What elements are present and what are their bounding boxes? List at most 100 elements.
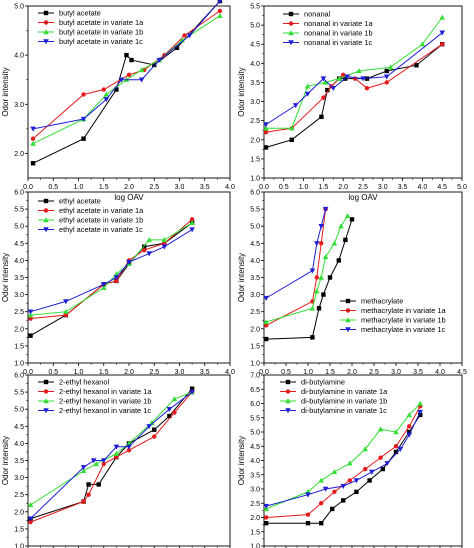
legend-marker: [345, 327, 351, 333]
data-point: [189, 227, 195, 233]
data-point: [28, 519, 33, 525]
data-point: [189, 389, 195, 395]
legend-entry: nonanal: [304, 10, 331, 19]
data-point: [263, 295, 269, 301]
series-2: [264, 404, 423, 520]
data-point: [152, 434, 157, 439]
plot-frame: [263, 191, 463, 364]
x-tick-label: 1.0: [74, 184, 84, 191]
data-point: [393, 444, 399, 449]
data-point: [341, 72, 346, 78]
y-tick-label: 3.0: [250, 292, 260, 299]
data-point: [141, 244, 147, 249]
data-point: [319, 241, 324, 246]
y-tick-label: 1.0: [14, 544, 24, 548]
y-axis-label: Odor intensity: [1, 253, 10, 302]
x-tick-label: 2.5: [149, 369, 159, 376]
y-tick-label: 3.0: [250, 487, 260, 494]
data-point: [80, 467, 87, 473]
legend-entry: nonanal in variate 1c: [304, 38, 373, 47]
data-point: [186, 33, 193, 39]
legend-marker: [285, 389, 291, 394]
y-tick-label: 5.0: [14, 4, 24, 11]
data-point: [63, 312, 69, 318]
y-axis-label: Odor intensity: [237, 253, 246, 302]
data-point: [393, 429, 399, 435]
legend-marker: [288, 30, 294, 36]
series-line: [32, 15, 221, 145]
data-point: [161, 244, 168, 250]
series-4: [263, 30, 445, 128]
data-point: [331, 469, 338, 475]
data-point: [171, 396, 178, 402]
data-point: [100, 458, 107, 464]
y-tick-label: 6.0: [14, 190, 24, 197]
series-line: [32, 10, 221, 140]
data-point: [126, 72, 132, 78]
data-point: [114, 278, 119, 284]
y-tick-label: 6.0: [14, 373, 24, 380]
data-point: [319, 114, 324, 120]
chart-panel-3: 0.0 0.5 1.0 1.5 2.0 2.5 3.0 3.5 4.0 1.0 1.5 2.0 2.5 3…: [1, 190, 235, 377]
x-axis-label: log OAV: [114, 193, 144, 202]
x-tick-label: 4.0: [418, 184, 428, 191]
data-point: [263, 129, 269, 135]
y-tick-label: 5.5: [250, 207, 260, 214]
x-tick-label: 2.5: [369, 369, 379, 376]
data-point: [27, 309, 34, 315]
data-point: [263, 125, 269, 131]
data-point: [347, 460, 353, 466]
data-point: [384, 80, 389, 85]
series-4: [263, 206, 329, 301]
data-point: [406, 412, 412, 418]
series-3: [263, 14, 445, 131]
data-point: [152, 427, 157, 432]
y-tick-label: 3.0: [14, 292, 24, 299]
y-tick-label: 3.0: [14, 102, 24, 109]
data-point: [103, 91, 110, 97]
series-2: [263, 42, 445, 135]
data-point: [321, 95, 326, 100]
data-point: [81, 92, 86, 97]
data-point: [380, 466, 385, 472]
data-point: [179, 37, 185, 43]
y-tick-label: 2.5: [250, 501, 260, 508]
legend-entry: methacrylate in variate 1c: [361, 325, 446, 334]
data-point: [354, 489, 359, 495]
legend-entry: 2-ethyl hexanol in variate 1c: [59, 406, 151, 415]
legend-marker: [285, 408, 291, 414]
series-4: [30, 0, 223, 132]
y-axis-label: Odor intensity: [237, 67, 246, 116]
chart-panel-5: 0.00.51.01.52.02.53.03.54.01.01.52.02.53…: [1, 373, 231, 548]
y-tick-label: 1.0: [250, 361, 260, 368]
data-point: [146, 237, 152, 243]
legend-marker: [43, 217, 49, 223]
legend-entry: butyl acetate in variate 1b: [59, 28, 143, 37]
x-axis-label: log OAV: [348, 193, 378, 202]
data-point: [417, 400, 423, 406]
legend-entry: di-butylamine in variate 1a: [301, 387, 388, 396]
data-point: [167, 413, 172, 419]
series-1: [263, 42, 445, 150]
data-point: [305, 512, 311, 517]
data-point: [28, 316, 33, 321]
data-point: [304, 83, 311, 89]
data-point: [263, 319, 269, 325]
y-axis-label: Odor intensity: [237, 436, 246, 485]
data-point: [63, 299, 69, 305]
x-tick-label: 5.0: [457, 184, 467, 191]
x-tick-label: 0.5: [279, 184, 289, 191]
series-line: [265, 43, 443, 148]
x-tick-label: 1.0: [74, 369, 84, 376]
data-point: [101, 87, 106, 92]
data-point: [330, 85, 337, 91]
y-tick-label: 6.5: [250, 387, 260, 394]
y-tick-label: 5.5: [14, 390, 24, 397]
legend-entry: 2-ethyl hexanol in variate 1b: [59, 397, 151, 406]
chart-panel-2: 0.0 0.5 1.0 1.5 2.0 2.5 3.0 3.5 4.0 4.5 5.0 1.0 1.5 2…: [237, 4, 467, 203]
data-point: [304, 91, 311, 97]
series-3: [263, 400, 423, 512]
data-point: [316, 306, 322, 311]
legend-entry: nonanal in variate 1a: [304, 19, 374, 28]
data-point: [387, 64, 394, 70]
